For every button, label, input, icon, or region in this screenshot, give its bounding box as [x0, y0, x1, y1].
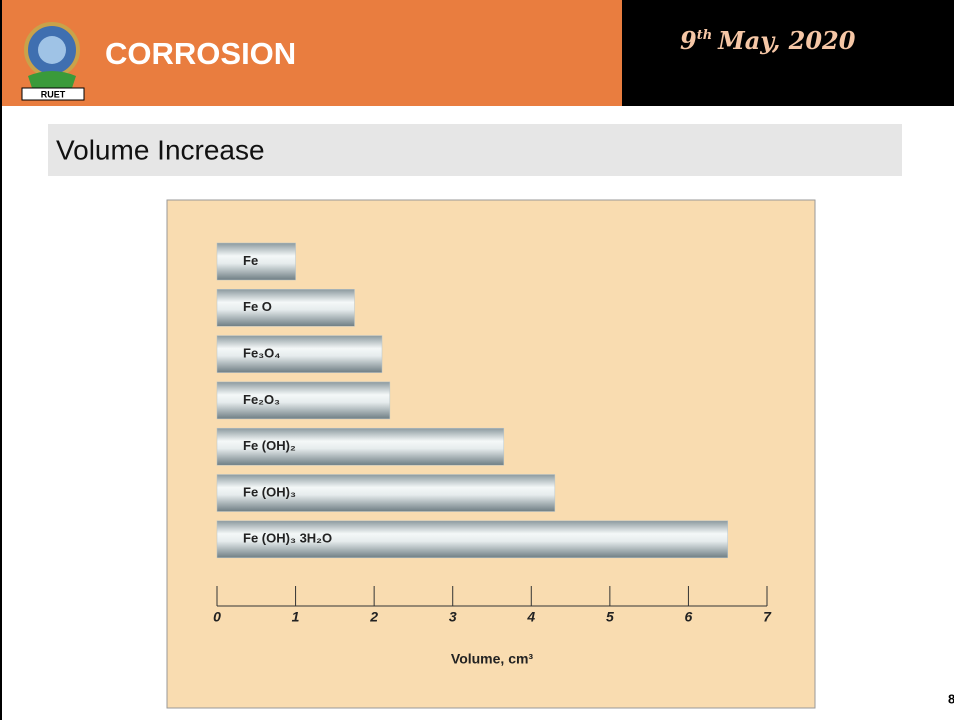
bar-label: Fe O — [243, 299, 272, 314]
x-tick-label: 2 — [369, 609, 378, 625]
bar-label: Fe₃O₄ — [243, 346, 281, 361]
bar — [216, 474, 556, 512]
section-bar — [48, 124, 902, 176]
date-rest: May, 2020 — [717, 26, 856, 55]
x-tick-label: 7 — [763, 609, 772, 625]
date: 9th May, 2020 — [680, 26, 856, 55]
bar-label: Fe — [243, 253, 258, 268]
x-tick-label: 1 — [292, 609, 300, 625]
bar-label: Fe (OH)₂ — [243, 438, 296, 453]
x-tick-label: 5 — [606, 609, 614, 625]
logo-text: RUET — [41, 89, 66, 99]
bar — [216, 335, 383, 373]
date-bar — [622, 0, 954, 106]
logo: RUET — [21, 22, 85, 101]
bar — [216, 289, 355, 327]
bar-label: Fe (OH)₃ — [243, 484, 296, 499]
x-tick-label: 3 — [449, 609, 457, 625]
header-title: CORROSION — [105, 36, 296, 71]
date-suffix: th — [697, 28, 712, 43]
bar — [216, 242, 296, 281]
x-tick-label: 4 — [526, 609, 535, 625]
bar — [216, 427, 505, 466]
date-day: 9 — [680, 26, 697, 55]
page-number: 8 — [948, 691, 954, 706]
section-title: Volume Increase — [56, 134, 265, 165]
header-bar — [0, 0, 622, 106]
x-axis-label: Volume, cm³ — [451, 651, 534, 667]
bar — [216, 381, 391, 420]
x-tick-label: 6 — [685, 609, 693, 625]
bar — [216, 520, 728, 559]
bar-label: Fe (OH)₃ 3H₂O — [243, 531, 332, 546]
bar-label: Fe₂O₃ — [243, 392, 280, 407]
x-tick-label: 0 — [213, 609, 221, 625]
